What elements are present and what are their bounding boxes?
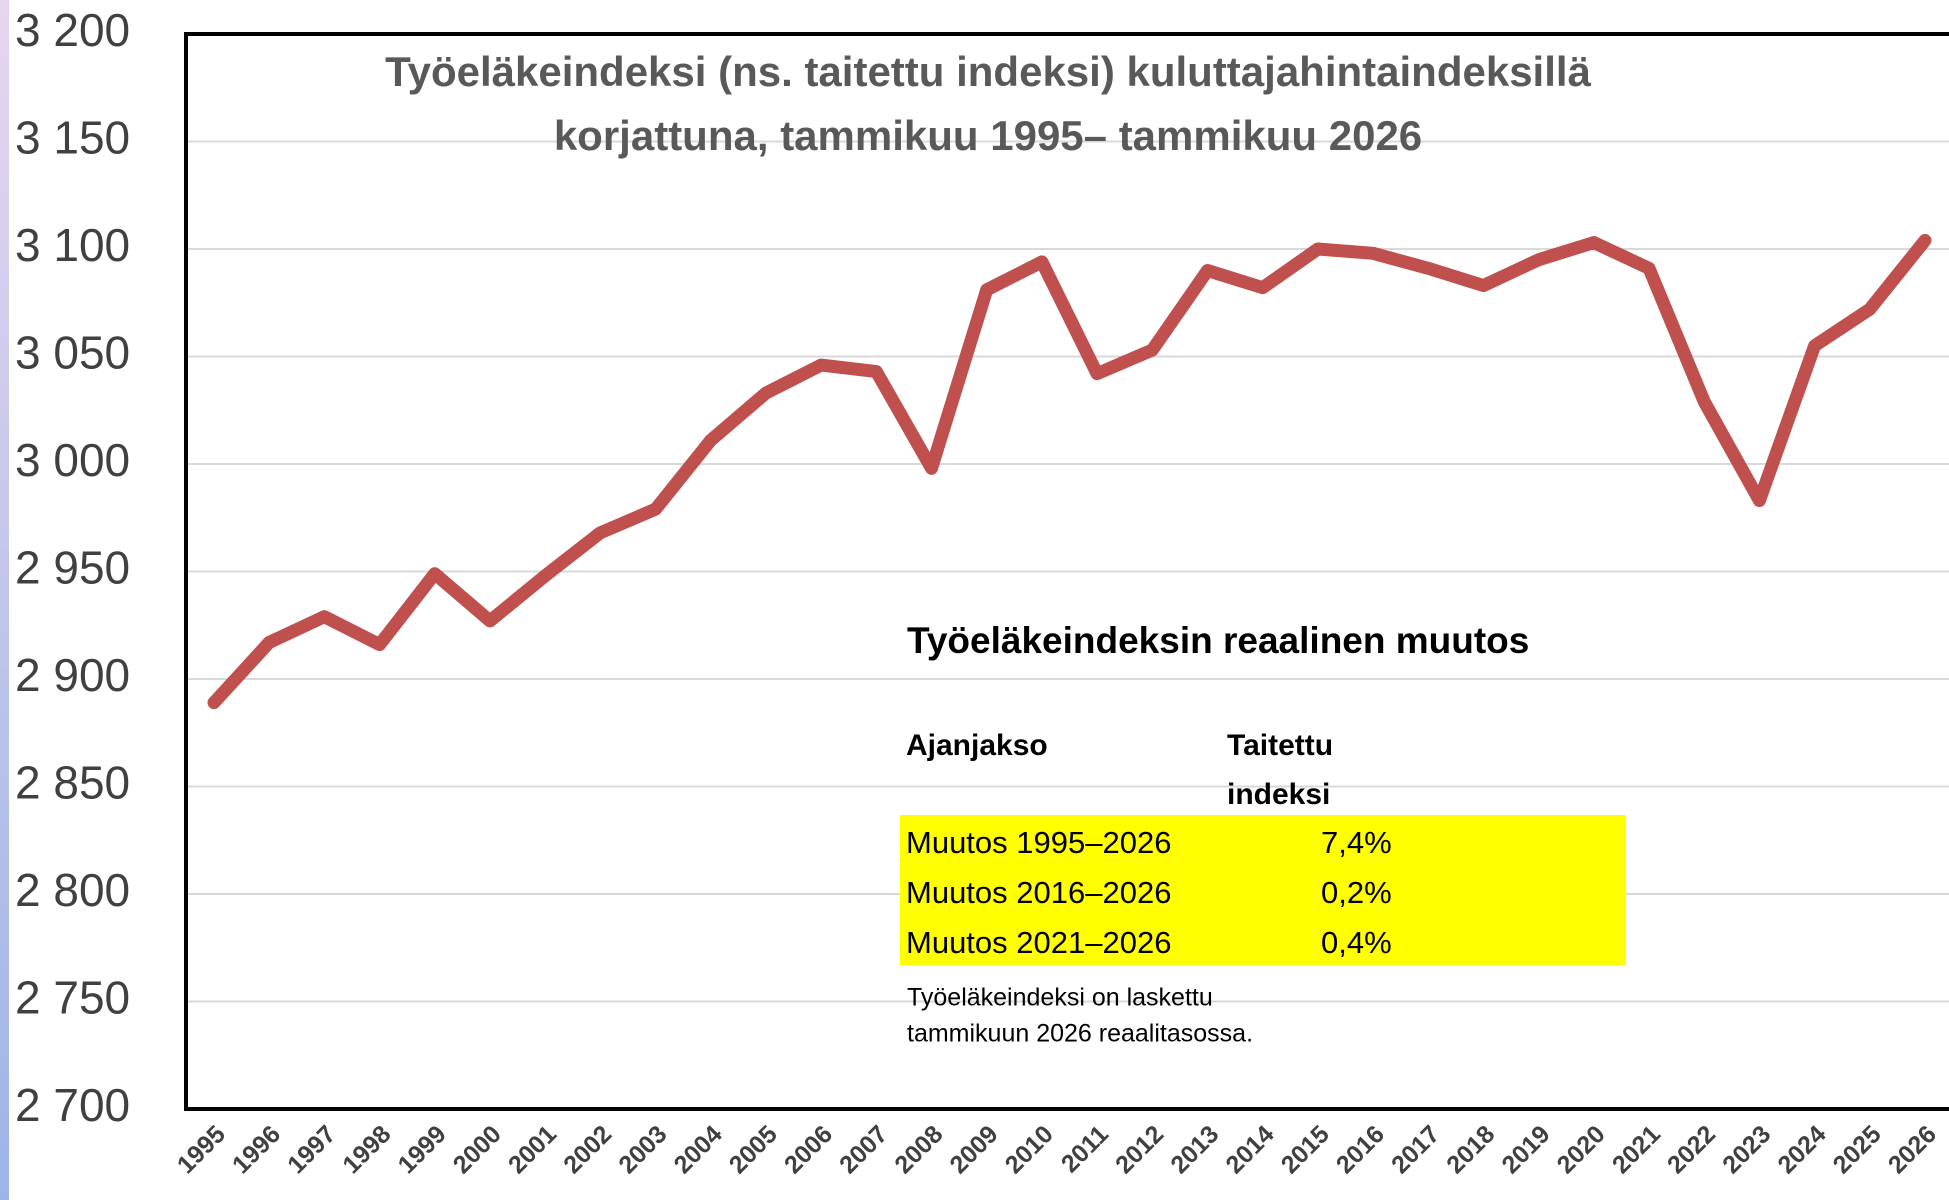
x-tick-label: 2018 (1441, 1120, 1500, 1179)
inset-title: Työeläkeindeksin reaalinen muutos (907, 620, 1529, 661)
y-tick-label: 3 150 (15, 112, 130, 164)
x-tick-label: 2012 (1110, 1120, 1169, 1179)
table-cell: 7,4% (1321, 825, 1392, 860)
y-tick-label: 2 800 (15, 864, 130, 916)
x-tick-label: 2011 (1056, 1120, 1114, 1178)
highlight-box (900, 815, 1626, 965)
plot-frame (184, 32, 1949, 1111)
x-tick-label: 2022 (1662, 1120, 1721, 1179)
table-cell: 0,2% (1321, 875, 1392, 910)
y-tick-label: 3 100 (15, 219, 130, 271)
edge-strip (0, 0, 9, 1200)
x-tick-label: 2001 (503, 1120, 562, 1179)
x-tick-label: 2020 (1552, 1120, 1611, 1179)
x-tick-label: 2026 (1883, 1120, 1942, 1179)
x-tick-label: 2023 (1717, 1120, 1776, 1179)
y-tick-label: 2 700 (15, 1079, 130, 1131)
x-tick-label: 2015 (1276, 1120, 1335, 1179)
table-cell: Muutos 2016–2026 (906, 875, 1171, 910)
data-line (207, 233, 1932, 710)
x-tick-label: 2025 (1828, 1120, 1887, 1179)
x-tick-label: 1997 (282, 1120, 341, 1179)
table-cell: Muutos 2021–2026 (906, 925, 1171, 960)
x-tick-label: 2004 (669, 1120, 728, 1179)
table-cell: Muutos 1995–2026 (906, 825, 1171, 860)
note: Työeläkeindeksi on laskettu (907, 984, 1213, 1012)
x-tick-label: 2000 (448, 1120, 507, 1179)
x-tick-label: 2002 (558, 1120, 617, 1179)
x-tick-label: 1996 (227, 1120, 286, 1179)
x-tick-label: 2003 (613, 1120, 672, 1179)
x-tick-label: 2019 (1496, 1120, 1555, 1179)
x-tick-label: 1995 (172, 1120, 231, 1179)
y-tick-label: 2 850 (15, 757, 130, 809)
x-tick-label: 1998 (337, 1120, 396, 1179)
x-tick-label: 1999 (393, 1120, 452, 1179)
y-tick-label: 3 050 (15, 327, 130, 379)
table-header: Taitettu (1227, 729, 1333, 762)
chart-title: Työeläkeindeksi (ns. taitettu indeksi) k… (385, 48, 1592, 95)
x-tick-label: 2021 (1607, 1120, 1666, 1179)
y-tick-label: 3 000 (15, 434, 130, 486)
table-header: indeksi (1227, 778, 1330, 811)
chart-title: korjattuna, tammikuu 1995– tammikuu 2026 (554, 112, 1422, 159)
x-tick-label: 2013 (1165, 1120, 1224, 1179)
x-tick-label: 2017 (1386, 1120, 1445, 1179)
note: tammikuun 2026 reaalitasossa. (907, 1020, 1253, 1048)
table-cell: 0,4% (1321, 925, 1392, 960)
table-header: Ajanjakso (906, 729, 1048, 762)
x-tick-label: 2024 (1772, 1120, 1831, 1179)
x-tick-label: 2014 (1220, 1120, 1279, 1179)
y-tick-label: 2 750 (15, 972, 130, 1024)
x-tick-label: 2008 (889, 1120, 948, 1179)
x-tick-label: 2016 (1331, 1120, 1390, 1179)
x-tick-label: 2007 (834, 1120, 893, 1179)
y-tick-label: 3 200 (15, 4, 130, 56)
y-tick-label: 2 900 (15, 649, 130, 701)
x-tick-label: 2010 (1000, 1120, 1059, 1179)
x-tick-label: 2009 (944, 1120, 1003, 1179)
y-tick-label: 2 950 (15, 542, 130, 594)
x-tick-label: 2005 (724, 1120, 783, 1179)
x-tick-label: 2006 (779, 1120, 838, 1179)
